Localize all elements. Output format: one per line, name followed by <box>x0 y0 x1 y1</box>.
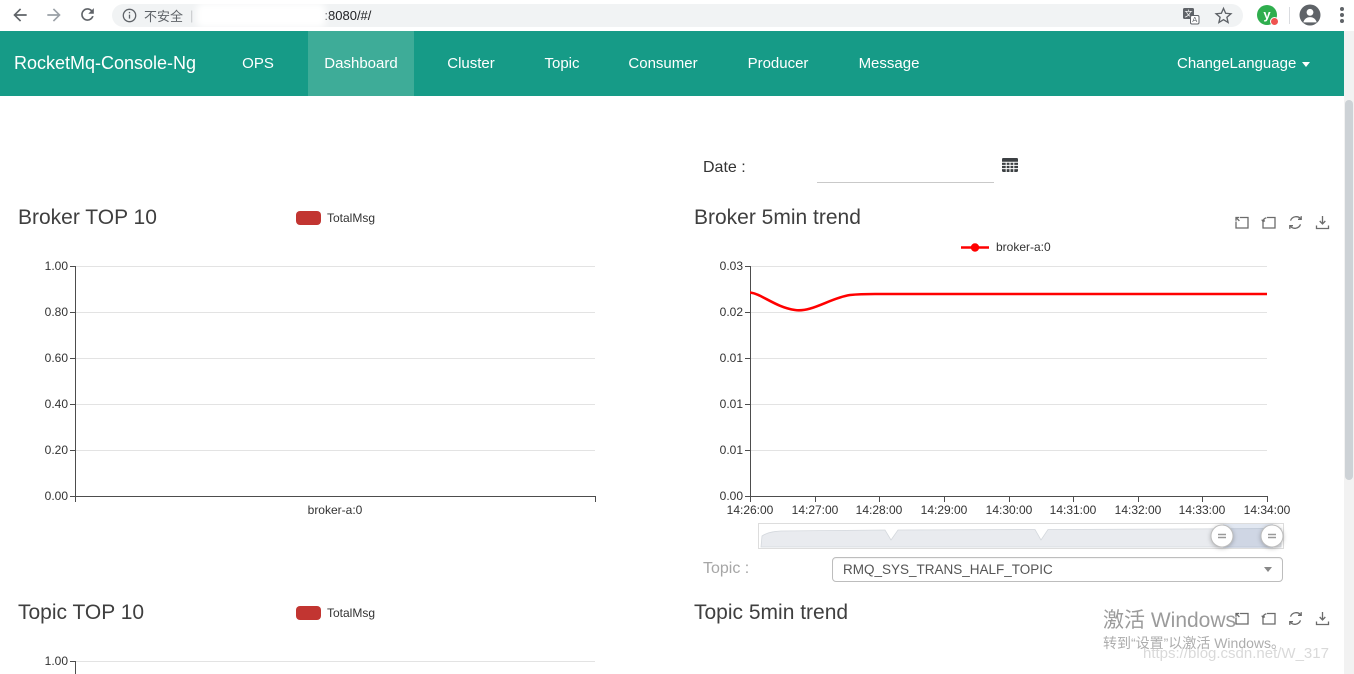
datazoom-handle-left[interactable] <box>1209 523 1235 549</box>
legend-line-marker <box>961 242 989 252</box>
topic-top10-title: Topic TOP 10 <box>18 601 145 624</box>
nav-item-message[interactable]: Message <box>858 55 920 72</box>
url-redacted-host <box>200 7 323 24</box>
download-icon[interactable] <box>1314 610 1331 632</box>
nav-item-dashboard[interactable]: Dashboard <box>308 31 414 96</box>
browser-reload-icon[interactable] <box>78 5 98 25</box>
date-input[interactable] <box>817 160 994 183</box>
topic-trend-title: Topic 5min trend <box>694 601 849 624</box>
broker-top10-title: Broker TOP 10 <box>18 206 157 229</box>
zoom-restore-icon[interactable] <box>1260 610 1277 632</box>
not-secure-label: 不安全 <box>144 9 184 24</box>
trend-line-series <box>750 291 1267 312</box>
topic-top10-legend[interactable]: TotalMsg <box>296 606 375 620</box>
browser-extension-icon[interactable]: y <box>1257 5 1279 26</box>
broker-top10-legend[interactable]: TotalMsg <box>296 211 375 225</box>
datazoom-slider[interactable] <box>758 523 1284 549</box>
profile-avatar-icon[interactable] <box>1299 4 1321 26</box>
windows-activation-watermark: 激活 Windows <box>1103 609 1237 632</box>
legend-swatch-red <box>296 606 321 620</box>
refresh-icon[interactable] <box>1287 214 1304 236</box>
datazoom-handle-right[interactable] <box>1259 523 1285 549</box>
topic-select[interactable]: RMQ_SYS_TRANS_HALF_TOPIC <box>832 557 1283 582</box>
zoom-restore-icon[interactable] <box>1260 214 1277 236</box>
nav-item-topic[interactable]: Topic <box>544 55 580 72</box>
change-language-menu[interactable]: ChangeLanguage <box>1177 31 1311 96</box>
chevron-down-icon <box>1302 61 1311 67</box>
select-caret-icon <box>1264 567 1272 572</box>
legend-swatch-red <box>296 211 321 225</box>
scrollbar-thumb[interactable] <box>1345 100 1353 480</box>
data-zoom-icon[interactable] <box>1233 610 1250 632</box>
nav-item-ops[interactable]: OPS <box>242 55 274 72</box>
svg-text:文: 文 <box>1185 8 1193 18</box>
csdn-watermark: https://blog.csdn.net/W_317 <box>1143 645 1329 662</box>
browser-back-icon[interactable] <box>10 5 30 25</box>
nav-item-producer[interactable]: Producer <box>747 55 809 72</box>
nav-item-consumer[interactable]: Consumer <box>628 55 698 72</box>
extension-badge <box>1270 17 1279 26</box>
download-icon[interactable] <box>1314 214 1331 236</box>
broker-trend-toolbox <box>1233 214 1331 236</box>
browser-forward-icon[interactable] <box>44 5 64 25</box>
url-divider: | <box>190 8 194 23</box>
broker-top10-category: broker-a:0 <box>307 503 363 517</box>
browser-menu-icon[interactable] <box>1339 5 1345 25</box>
windows-activation-subtext: 转到“设置”以激活 Windows。 <box>1103 635 1286 651</box>
topic-label: Topic : <box>703 560 750 577</box>
broker-trend-legend[interactable]: broker-a:0 <box>960 240 1051 254</box>
url-text: :8080/#/ <box>324 8 372 23</box>
nav-item-cluster[interactable]: Cluster <box>447 55 495 72</box>
app-brand[interactable]: RocketMq-Console-Ng <box>14 53 197 73</box>
bookmark-star-icon[interactable] <box>1214 6 1233 25</box>
broker-trend-title: Broker 5min trend <box>694 206 861 229</box>
data-zoom-icon[interactable] <box>1233 214 1250 236</box>
info-icon[interactable] <box>122 8 137 23</box>
date-label: Date : <box>703 159 746 176</box>
topic-trend-toolbox <box>1233 610 1331 632</box>
app-navbar: RocketMq-Console-Ng OPS Dashboard Cluste… <box>0 31 1344 96</box>
chrome-divider <box>1289 7 1290 24</box>
calendar-icon[interactable] <box>1001 156 1019 178</box>
datazoom-silhouette <box>760 528 1282 548</box>
svg-text:A: A <box>1192 15 1197 24</box>
refresh-icon[interactable] <box>1287 610 1304 632</box>
